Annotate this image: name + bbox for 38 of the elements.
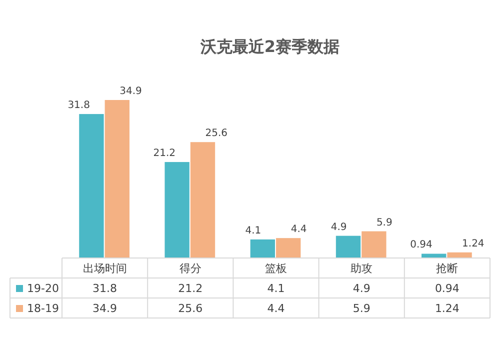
legend-label: 18-19 xyxy=(27,302,59,315)
bar xyxy=(447,252,472,258)
legend-label: 19-20 xyxy=(27,282,59,295)
data-label: 4.4 xyxy=(290,224,307,236)
bar xyxy=(336,236,361,258)
text: 4.9 xyxy=(352,282,370,295)
text: 5.9 xyxy=(352,302,370,315)
x-tick-label: 得分 xyxy=(179,262,202,275)
text: 25.6 xyxy=(178,302,203,315)
text: 0.94 xyxy=(434,282,460,295)
x-tick-label: 篮板 xyxy=(265,262,287,275)
data-label: 5.9 xyxy=(376,217,392,228)
x-tick-label: 出场时间 xyxy=(82,262,127,275)
data-label: 25.6 xyxy=(205,128,228,140)
data-label: 4.1 xyxy=(245,225,262,236)
bar xyxy=(276,238,301,258)
bar xyxy=(104,100,130,258)
data-label: 1.24 xyxy=(462,238,484,250)
bar xyxy=(190,142,216,258)
data-label: 4.9 xyxy=(330,222,347,233)
text: 4.4 xyxy=(267,302,285,315)
bar xyxy=(250,239,275,258)
data-label: 21.2 xyxy=(153,148,176,160)
bar xyxy=(422,254,446,258)
x-tick-label: 抢断 xyxy=(436,262,458,275)
bar xyxy=(164,162,190,258)
bar xyxy=(79,114,104,258)
chart-title: 沃克最近2赛季数据 xyxy=(199,37,340,56)
data-label: 34.9 xyxy=(120,86,142,97)
text: 34.9 xyxy=(92,302,118,315)
text: 31.8 xyxy=(92,282,118,295)
x-tick-label: 助攻 xyxy=(350,262,373,275)
data-label: 31.8 xyxy=(68,100,90,112)
text: 21.2 xyxy=(178,282,203,295)
text: 1.24 xyxy=(434,302,460,315)
text: 4.1 xyxy=(267,282,285,295)
data-label: 0.94 xyxy=(410,240,432,251)
bar xyxy=(362,231,386,258)
